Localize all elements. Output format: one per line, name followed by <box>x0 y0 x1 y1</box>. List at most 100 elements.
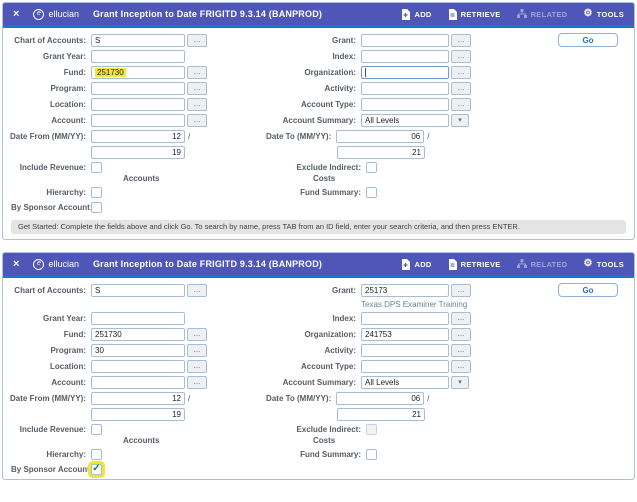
by-sponsor-account-checkbox[interactable] <box>91 202 102 213</box>
date-from-month-input[interactable]: 12 <box>91 129 185 143</box>
chart-of-accounts-lookup-button[interactable]: ... <box>187 33 207 47</box>
hierarchy-checkbox[interactable] <box>91 187 102 198</box>
tools-button-label: TOOLS <box>596 9 624 19</box>
location-label: Location: <box>50 361 86 371</box>
account-type-input[interactable] <box>361 359 449 373</box>
brand-name: ellucian <box>48 9 79 19</box>
panel-query-empty: × e ellucian Grant Inception to Date FRI… <box>2 2 635 240</box>
form-row: Hierarchy: Fund Summary: <box>3 185 634 200</box>
date-to-year-input[interactable]: 21 <box>337 145 425 159</box>
organization-lookup-button[interactable]: ... <box>451 327 471 341</box>
form-row: Program: 30 ... Activity: ... <box>3 342 634 358</box>
activity-lookup-button[interactable]: ... <box>451 343 471 357</box>
retrieve-button[interactable]: RETRIEVE <box>448 8 501 20</box>
account-type-lookup-button[interactable]: ... <box>451 97 471 111</box>
chevron-down-icon[interactable]: ▾ <box>451 375 469 389</box>
fund-input[interactable]: 251730 <box>91 327 185 341</box>
grant-year-input[interactable] <box>91 49 185 63</box>
add-document-icon <box>401 8 411 20</box>
date-to-month-input[interactable]: 06 <box>336 129 425 143</box>
organization-input[interactable] <box>361 65 449 79</box>
location-input[interactable] <box>91 97 185 111</box>
fund-summary-checkbox[interactable] <box>366 187 377 198</box>
account-lookup-button[interactable]: ... <box>187 375 207 389</box>
by-sponsor-account-checkbox[interactable] <box>91 463 102 475</box>
fund-lookup-button[interactable]: ... <box>187 65 207 79</box>
date-separator: / <box>427 393 430 403</box>
grant-input[interactable]: 25173 <box>361 283 449 297</box>
ellucian-logo: e ellucian <box>33 8 79 20</box>
account-type-lookup-button[interactable]: ... <box>451 359 471 373</box>
account-input[interactable] <box>91 375 185 389</box>
grant-year-input[interactable] <box>91 311 185 325</box>
location-lookup-button[interactable]: ... <box>187 359 207 373</box>
account-lookup-button[interactable]: ... <box>187 113 207 127</box>
exclude-indirect-checkbox[interactable] <box>366 161 377 173</box>
window-titlebar: × e ellucian Grant Inception to Date FRI… <box>3 3 634 25</box>
date-separator: / <box>188 393 191 403</box>
index-lookup-button[interactable]: ... <box>451 49 471 63</box>
close-icon[interactable]: × <box>13 258 20 270</box>
retrieve-button[interactable]: RETRIEVE <box>448 258 501 270</box>
location-input[interactable] <box>91 359 185 373</box>
index-input[interactable] <box>361 49 449 63</box>
date-from-year-input[interactable]: 19 <box>91 145 185 159</box>
page-title: Grant Inception to Date FRIGITD 9.3.14 (… <box>92 9 323 19</box>
location-lookup-button[interactable]: ... <box>187 97 207 111</box>
chart-of-accounts-lookup-button[interactable]: ... <box>187 283 207 297</box>
include-revenue-checkbox[interactable] <box>91 161 102 173</box>
gear-icon: ⚙ <box>583 8 593 19</box>
tools-button[interactable]: ⚙ TOOLS <box>584 9 624 19</box>
program-lookup-button[interactable]: ... <box>187 343 207 357</box>
fund-label: Fund: <box>63 67 86 77</box>
accent-strip <box>3 25 634 28</box>
add-button-label: ADD <box>414 9 432 19</box>
date-to-year-input[interactable]: 21 <box>337 407 425 421</box>
organization-label: Organization: <box>304 67 356 77</box>
fund-input[interactable]: 251730 <box>91 65 185 79</box>
activity-input[interactable] <box>361 343 449 357</box>
chart-of-accounts-input[interactable]: S <box>91 33 185 47</box>
add-button[interactable]: ADD <box>401 258 431 270</box>
related-button-label: RELATED <box>530 9 568 19</box>
date-from-month-input[interactable]: 12 <box>91 391 185 405</box>
activity-input[interactable] <box>361 81 449 95</box>
index-lookup-button[interactable]: ... <box>451 311 471 325</box>
account-summary-select[interactable]: All Levels <box>361 113 449 127</box>
program-lookup-button[interactable]: ... <box>187 81 207 95</box>
form-row: Accounts Costs <box>3 436 634 447</box>
add-button[interactable]: ADD <box>401 8 432 20</box>
activity-lookup-button[interactable]: ... <box>451 81 471 95</box>
fund-summary-label: Fund Summary: <box>300 188 361 197</box>
account-summary-label: Account Summary: <box>282 377 356 387</box>
gear-icon: ⚙ <box>583 258 593 269</box>
form-row: 19 21 <box>3 406 634 422</box>
index-input[interactable] <box>361 311 449 325</box>
hierarchy-checkbox[interactable] <box>91 449 102 460</box>
organization-lookup-button[interactable]: ... <box>451 65 471 79</box>
include-revenue-checkbox[interactable] <box>91 423 102 435</box>
program-input[interactable] <box>91 81 185 95</box>
account-type-input[interactable] <box>361 97 449 111</box>
account-summary-select[interactable]: All Levels <box>361 375 449 389</box>
fund-summary-checkbox[interactable] <box>366 449 377 460</box>
grant-lookup-button[interactable]: ... <box>451 283 471 297</box>
form-row: Fund: 251730 ... Organization: 241753 ..… <box>3 326 634 342</box>
date-to-month-input[interactable]: 06 <box>336 391 425 405</box>
program-input[interactable]: 30 <box>91 343 185 357</box>
chart-of-accounts-input[interactable]: S <box>91 283 185 297</box>
form-row: Program: ... Activity: ... <box>3 80 634 96</box>
account-input[interactable] <box>91 113 185 127</box>
fund-lookup-button[interactable]: ... <box>187 327 207 341</box>
chevron-down-icon[interactable]: ▾ <box>451 113 469 127</box>
close-icon[interactable]: × <box>13 8 20 20</box>
date-from-year-input[interactable]: 19 <box>91 407 185 421</box>
go-button[interactable]: Go <box>558 283 618 297</box>
tools-button[interactable]: ⚙ TOOLS <box>584 259 624 269</box>
grant-input[interactable] <box>361 33 449 47</box>
exclude-indirect-label: Exclude Indirect: <box>296 162 361 172</box>
go-button[interactable]: Go <box>558 33 618 47</box>
retrieve-button-label: RETRIEVE <box>460 9 501 19</box>
organization-input[interactable]: 241753 <box>361 327 449 341</box>
grant-lookup-button[interactable]: ... <box>451 33 471 47</box>
